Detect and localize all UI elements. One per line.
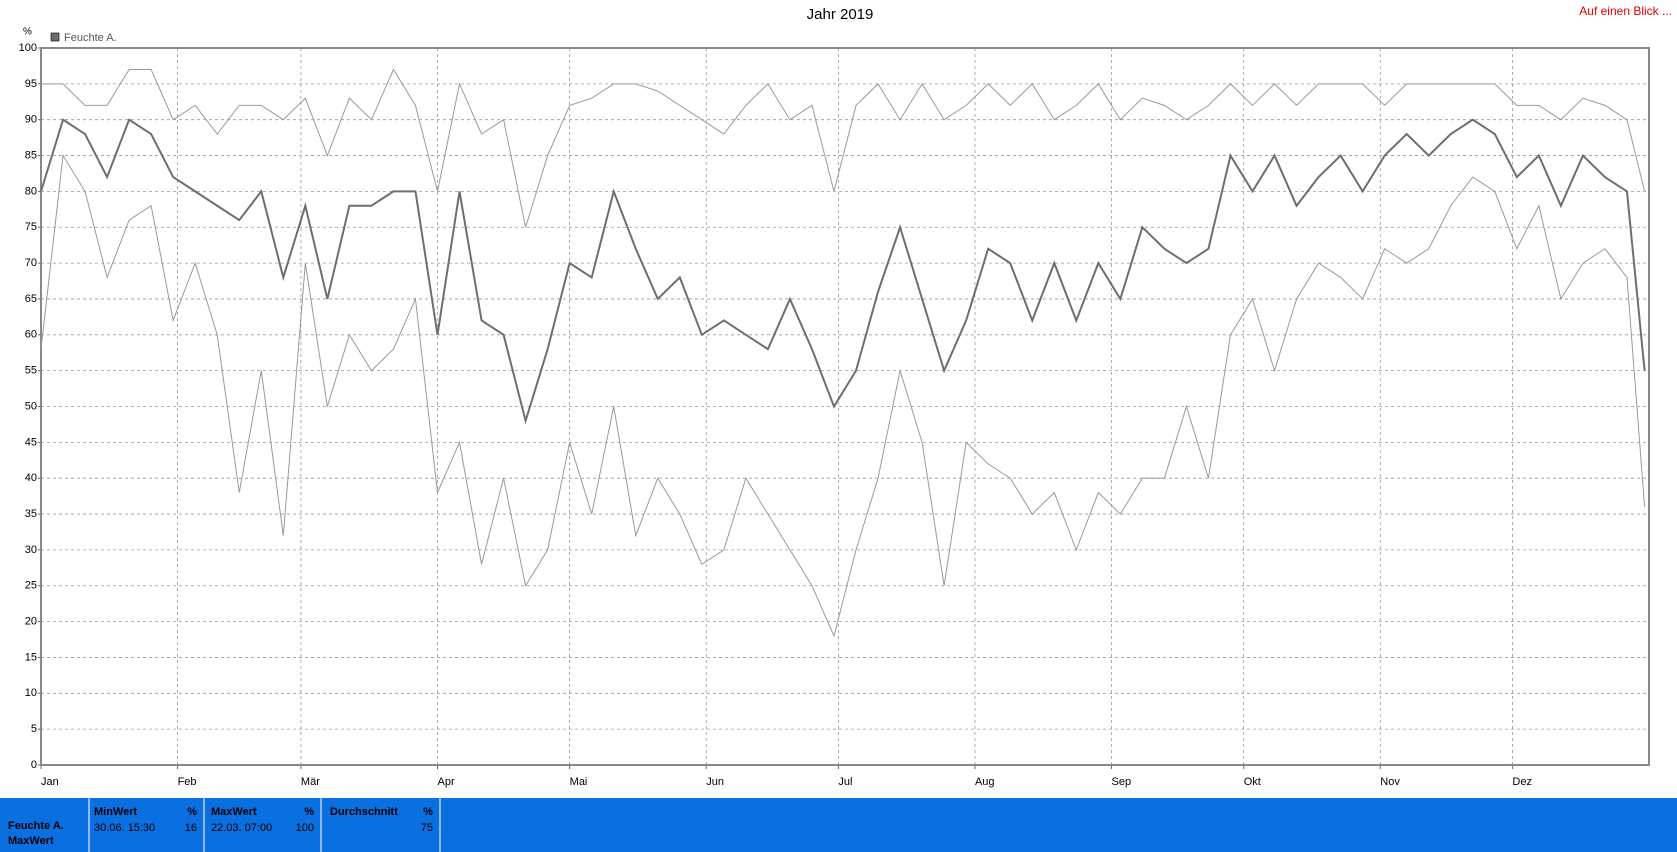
- y-tick-label: 80: [25, 185, 37, 197]
- legend-swatch: [50, 32, 60, 42]
- chart-title: Jahr 2019: [807, 6, 874, 23]
- stat-value: 16: [184, 822, 197, 834]
- y-unit: %: [23, 27, 32, 38]
- y-tick-label: 65: [25, 293, 37, 305]
- x-tick-label: Okt: [1244, 776, 1261, 788]
- y-tick-label: 75: [25, 221, 37, 233]
- x-tick-label: Jul: [838, 776, 852, 788]
- x-tick-label: Sep: [1112, 776, 1132, 788]
- y-tick-label: 50: [25, 400, 37, 412]
- y-tick-label: 5: [31, 723, 37, 735]
- plot-frame: [40, 47, 1650, 766]
- x-tick-label: Aug: [975, 776, 995, 788]
- x-tick-label: Nov: [1380, 776, 1400, 788]
- y-tick-label: 10: [25, 687, 37, 699]
- y-tick-label: 55: [25, 365, 37, 377]
- stat-time: 22.03. 07:00: [211, 822, 273, 834]
- legend-label: Feuchte A.: [64, 32, 117, 44]
- y-tick-label: 30: [25, 544, 37, 556]
- chart: Jahr 2019 Auf einen Blick ... % 0 5 10 15 20…: [19, 4, 1672, 788]
- y-tick-label: 100: [19, 42, 37, 54]
- stat-unit: %: [304, 806, 314, 818]
- y-tick-label: 45: [25, 436, 37, 448]
- y-tick-label: 90: [25, 114, 37, 126]
- x-tick-label: Jun: [706, 776, 724, 788]
- y-tick-label: 0: [31, 759, 37, 771]
- stat-value: 75: [420, 822, 433, 834]
- stat-unit: %: [423, 806, 433, 818]
- stat-cell: MaxWert % 22.03. 07:00 100: [205, 798, 322, 852]
- x-tick-label: Mär: [301, 776, 320, 788]
- stat-cell: Durchschnitt % 75: [322, 798, 441, 852]
- stats-bar: Feuchte A. MaxWert MinWert % 30.06. 15:3…: [0, 798, 1677, 852]
- stat-time: 30.06. 15:30: [94, 822, 156, 834]
- row-sub: MaxWert: [8, 835, 54, 847]
- stat-title: Durchschnitt: [330, 806, 398, 818]
- overview-link[interactable]: Auf einen Blick ...: [1579, 4, 1672, 18]
- x-tick-label: Apr: [437, 776, 454, 788]
- y-tick-label: 85: [25, 149, 37, 161]
- stat-title: MaxWert: [211, 806, 257, 818]
- series-line: [40, 118, 1646, 425]
- stat-title: MinWert: [94, 806, 138, 818]
- row-label-cell: Feuchte A. MaxWert: [0, 798, 90, 852]
- x-tick-label: Mai: [570, 776, 588, 788]
- y-tick-label: 40: [25, 472, 37, 484]
- x-tick-label: Jan: [41, 776, 59, 788]
- stat-cell: MinWert % 30.06. 15:30 16: [90, 798, 205, 852]
- x-tick-label: Dez: [1512, 776, 1532, 788]
- y-tick-label: 25: [25, 580, 37, 592]
- stat-value: 100: [295, 822, 314, 834]
- row-label: Feuchte A.: [8, 820, 64, 832]
- y-tick-label: 95: [25, 78, 37, 90]
- series-line: [41, 68, 1646, 228]
- y-tick-label: 60: [25, 329, 37, 341]
- y-tick-label: 20: [25, 616, 37, 628]
- y-tick-label: 70: [25, 257, 37, 269]
- y-tick-label: 15: [25, 651, 37, 663]
- series-line: [40, 154, 1646, 638]
- x-tick-label: Feb: [178, 776, 197, 788]
- stat-unit: %: [187, 806, 197, 818]
- y-tick-label: 35: [25, 508, 37, 520]
